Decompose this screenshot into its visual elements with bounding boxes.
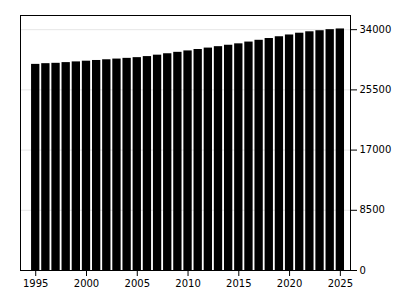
svg-text:2005: 2005 [125,278,150,289]
svg-text:2020: 2020 [277,278,302,289]
svg-text:2025: 2025 [328,278,353,289]
svg-text:17000: 17000 [360,144,392,155]
svg-text:2000: 2000 [74,278,99,289]
svg-text:2015: 2015 [226,278,251,289]
svg-text:34000: 34000 [360,24,392,35]
svg-text:25500: 25500 [360,84,392,95]
svg-text:0: 0 [360,265,366,276]
svg-text:2010: 2010 [175,278,200,289]
svg-text:8500: 8500 [360,204,385,215]
svg-text:1995: 1995 [23,278,48,289]
